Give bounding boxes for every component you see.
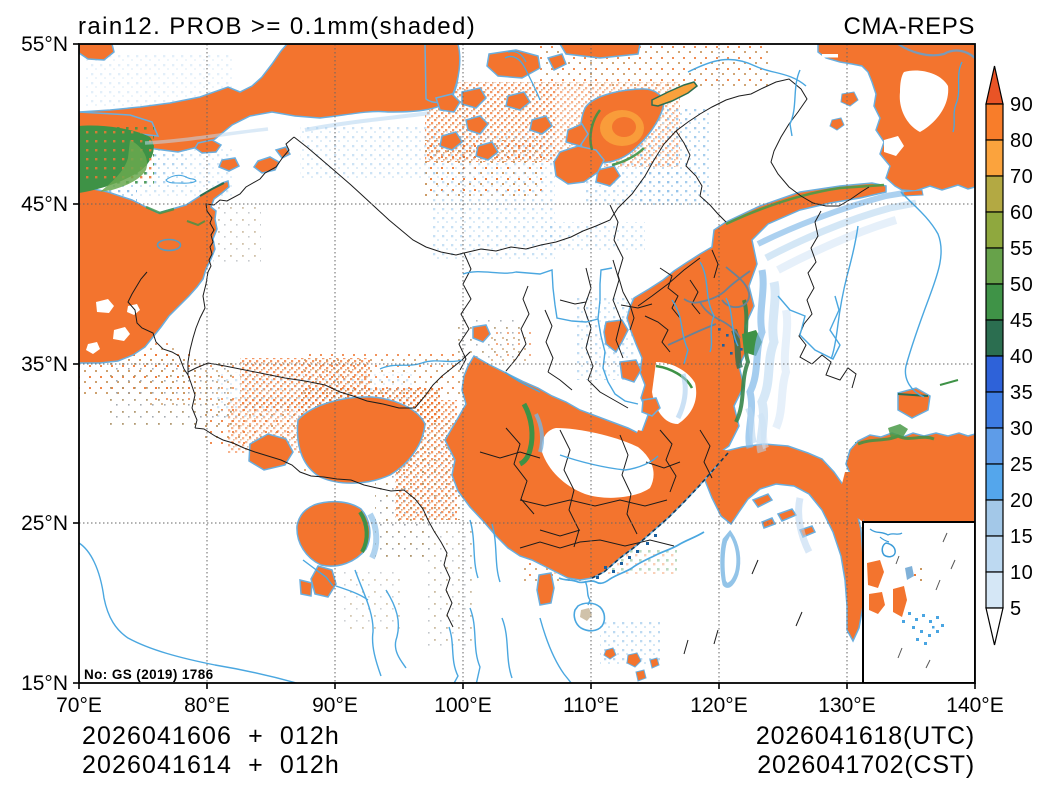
svg-text:2026041702(CST): 2026041702(CST)	[757, 751, 975, 779]
svg-text:rain12. PROB >= 0.1mm(shaded): rain12. PROB >= 0.1mm(shaded)	[78, 13, 476, 40]
svg-text:10: 10	[1010, 562, 1033, 584]
svg-text:15: 15	[1010, 526, 1033, 548]
svg-text:25°N: 25°N	[21, 512, 68, 535]
svg-text:20: 20	[1010, 490, 1033, 512]
svg-text:110°E: 110°E	[563, 694, 619, 717]
svg-text:55: 55	[1010, 238, 1033, 260]
svg-text:No: GS (2019) 1786: No: GS (2019) 1786	[84, 667, 214, 682]
svg-text:5: 5	[1010, 598, 1022, 620]
svg-text:45: 45	[1010, 310, 1033, 332]
svg-text:50: 50	[1010, 274, 1033, 296]
svg-text:90°E: 90°E	[312, 694, 358, 717]
svg-text:130°E: 130°E	[818, 694, 875, 717]
svg-text:15°N: 15°N	[21, 672, 68, 695]
svg-text:55°N: 55°N	[21, 33, 68, 56]
svg-text:CMA-REPS: CMA-REPS	[844, 13, 975, 40]
svg-text:35: 35	[1010, 382, 1033, 404]
svg-text:70°E: 70°E	[56, 694, 102, 717]
svg-text:60: 60	[1010, 202, 1033, 224]
svg-text:40: 40	[1010, 346, 1033, 368]
svg-text:2026041606 + 012h: 2026041606 + 012h	[82, 722, 340, 750]
svg-text:90: 90	[1010, 94, 1033, 116]
svg-text:100°E: 100°E	[434, 694, 491, 717]
svg-text:25: 25	[1010, 454, 1033, 476]
svg-text:2026041614 + 012h: 2026041614 + 012h	[82, 751, 340, 779]
svg-text:120°E: 120°E	[690, 694, 747, 717]
svg-text:35°N: 35°N	[21, 353, 68, 376]
svg-text:80: 80	[1010, 130, 1033, 152]
svg-text:80°E: 80°E	[184, 694, 230, 717]
svg-text:45°N: 45°N	[21, 193, 68, 216]
svg-text:140°E: 140°E	[946, 694, 1003, 717]
svg-text:2026041618(UTC): 2026041618(UTC)	[756, 722, 975, 750]
svg-text:70: 70	[1010, 166, 1033, 188]
svg-text:30: 30	[1010, 418, 1033, 440]
